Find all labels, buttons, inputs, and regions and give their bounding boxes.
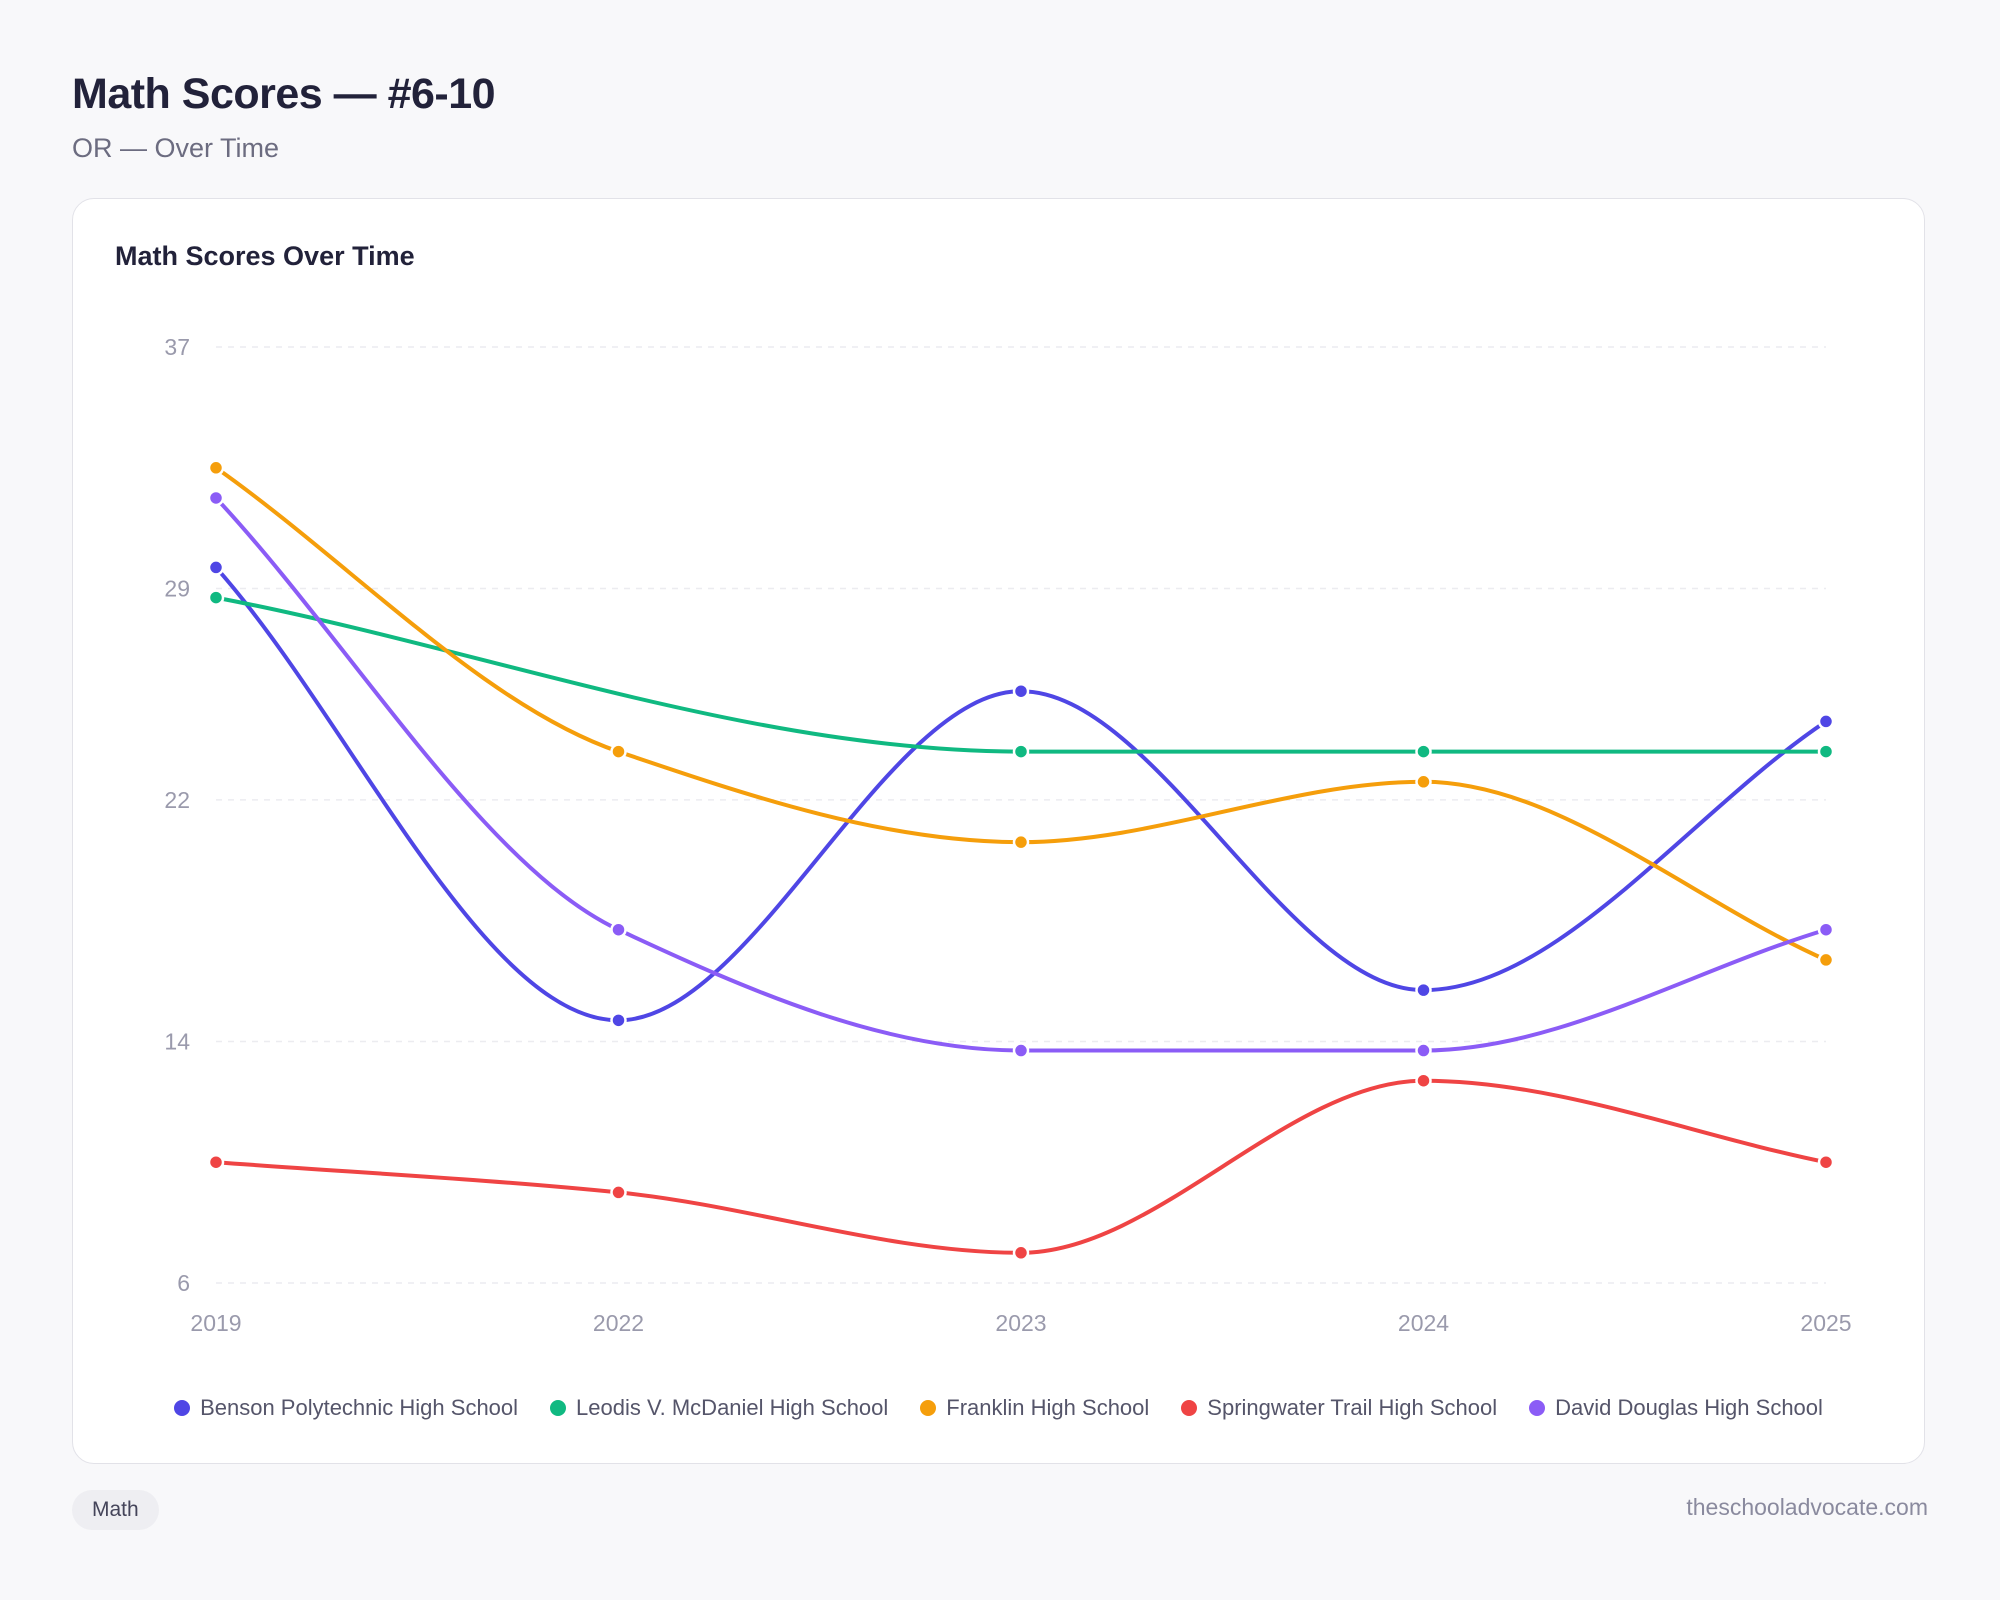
data-point[interactable] bbox=[610, 743, 627, 760]
chart-card: Math Scores Over Time 6 14 22 29 37 2019 2022 2… bbox=[72, 198, 1925, 1464]
data-point[interactable] bbox=[207, 459, 225, 477]
y-tick-label: 29 bbox=[164, 576, 190, 602]
data-point[interactable] bbox=[207, 1153, 225, 1171]
data-point[interactable] bbox=[610, 1012, 627, 1029]
data-point[interactable] bbox=[1817, 713, 1835, 730]
data-point[interactable] bbox=[1012, 743, 1030, 760]
legend-label: Benson Polytechnic High School bbox=[200, 1395, 519, 1420]
x-tick-label: 2025 bbox=[1800, 1310, 1851, 1336]
data-point[interactable] bbox=[1415, 1042, 1432, 1059]
y-tick-label: 22 bbox=[164, 787, 190, 813]
legend-swatch bbox=[550, 1400, 567, 1416]
legend-label: Franklin High School bbox=[946, 1395, 1150, 1420]
data-point[interactable] bbox=[1012, 1244, 1030, 1262]
data-point[interactable] bbox=[207, 489, 225, 507]
legend-item[interactable]: Benson Polytechnic High School bbox=[174, 1395, 518, 1421]
series-line-1 bbox=[214, 595, 1828, 754]
data-point[interactable] bbox=[1415, 1072, 1432, 1089]
subject-tag[interactable]: Math bbox=[72, 1490, 159, 1530]
data-point[interactable] bbox=[1817, 951, 1835, 969]
data-point[interactable] bbox=[610, 1184, 627, 1201]
data-point[interactable] bbox=[1817, 921, 1835, 938]
data-point[interactable] bbox=[1012, 833, 1030, 851]
data-point[interactable] bbox=[1012, 1042, 1030, 1059]
data-point[interactable] bbox=[1415, 743, 1432, 760]
x-tick-label: 2024 bbox=[1398, 1310, 1449, 1336]
legend-item[interactable]: Springwater Trail High School bbox=[1181, 1395, 1497, 1421]
legend-swatch bbox=[1181, 1400, 1198, 1416]
series-line-3 bbox=[214, 1078, 1828, 1255]
series-line-4 bbox=[214, 495, 1828, 1053]
legend-label: David Douglas High School bbox=[1555, 1395, 1823, 1420]
series-layer bbox=[207, 459, 1835, 1262]
legend-swatch bbox=[920, 1400, 937, 1416]
x-tick-label: 2023 bbox=[995, 1310, 1046, 1336]
legend-item[interactable]: David Douglas High School bbox=[1529, 1395, 1823, 1421]
legend-swatch bbox=[1529, 1400, 1546, 1416]
data-point[interactable] bbox=[1415, 773, 1432, 791]
page-title: Math Scores — #6-10 bbox=[72, 70, 496, 118]
series-line-2 bbox=[214, 465, 1828, 962]
line-chart: 6 14 22 29 37 2019 2022 2023 2024 2025 bbox=[164, 334, 1851, 1336]
chart-legend: Benson Polytechnic High School Leodis V. … bbox=[73, 1395, 1924, 1421]
chart-title: Math Scores Over Time bbox=[115, 241, 415, 271]
data-point[interactable] bbox=[207, 589, 225, 606]
legend-item[interactable]: Leodis V. McDaniel High School bbox=[550, 1395, 888, 1421]
data-point[interactable] bbox=[610, 921, 627, 938]
legend-label: Springwater Trail High School bbox=[1207, 1395, 1498, 1420]
grid-layer bbox=[216, 346, 1826, 1284]
y-tick-label: 6 bbox=[177, 1270, 190, 1296]
axis-layer: 6 14 22 29 37 2019 2022 2023 2024 2025 bbox=[164, 334, 1851, 1336]
data-point[interactable] bbox=[1817, 743, 1835, 760]
legend-item[interactable]: Franklin High School bbox=[920, 1395, 1149, 1421]
x-tick-label: 2019 bbox=[190, 1310, 241, 1336]
data-point[interactable] bbox=[1817, 1153, 1835, 1171]
page-subtitle: OR — Over Time bbox=[72, 133, 280, 163]
legend-label: Leodis V. McDaniel High School bbox=[576, 1395, 889, 1420]
data-point[interactable] bbox=[1012, 682, 1030, 700]
data-point[interactable] bbox=[1415, 981, 1432, 999]
series-line-0 bbox=[214, 565, 1828, 1023]
y-tick-label: 14 bbox=[164, 1028, 190, 1054]
y-tick-label: 37 bbox=[164, 334, 190, 360]
site-link[interactable]: theschooladvocate.com bbox=[1686, 1494, 1928, 1520]
legend-swatch bbox=[174, 1400, 191, 1416]
x-tick-label: 2022 bbox=[593, 1310, 644, 1336]
data-point[interactable] bbox=[207, 559, 225, 576]
